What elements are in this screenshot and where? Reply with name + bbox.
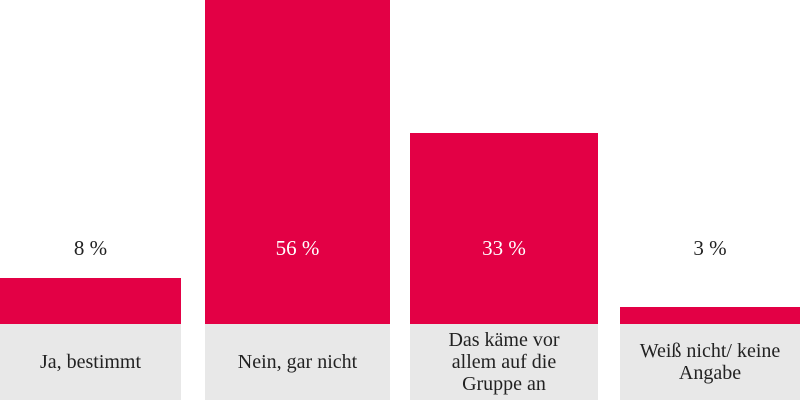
category-box: Das käme vor allem auf die Gruppe an — [410, 324, 598, 400]
bar — [410, 133, 598, 324]
bar — [620, 306, 800, 324]
category-box: Weiß nicht/ keine Angabe — [620, 324, 800, 400]
value-label: 8 % — [73, 236, 108, 260]
category-box: Ja, bestimmt — [0, 324, 181, 400]
bar — [0, 277, 181, 324]
value-label: 33 % — [482, 236, 526, 260]
bar — [205, 0, 390, 324]
x-tick-label: Das käme vor allem auf die Gruppe an — [448, 329, 560, 395]
value-label: 3 % — [693, 236, 727, 260]
category-box: Nein, gar nicht — [205, 324, 390, 400]
x-tick-label: Ja, bestimmt — [39, 351, 142, 373]
x-tick-label: Weiß nicht/ keine Angabe — [639, 340, 781, 384]
x-tick-label: Nein, gar nicht — [237, 351, 358, 373]
value-label: 56 % — [275, 236, 320, 260]
